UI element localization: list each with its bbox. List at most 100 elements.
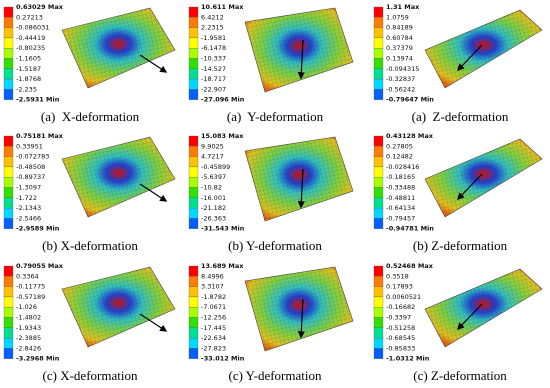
panel: 0.43128 Max 0.27805 0.12482 -0.028416 -0.181… <box>373 132 543 253</box>
legend-label: -18.717 <box>201 75 226 83</box>
legend-swatch <box>373 177 384 188</box>
legend-label: 1.31 Max <box>386 3 420 11</box>
legend-swatch <box>188 166 199 178</box>
legend-swatch <box>3 27 14 39</box>
legend-label: 0.17893 <box>386 283 413 291</box>
legend-label: -10.337 <box>201 55 226 63</box>
legend-label: 0.27805 <box>386 142 413 150</box>
legend-label: -0.16682 <box>386 303 415 311</box>
legend-swatch <box>3 58 14 69</box>
legend-swatch <box>373 48 384 59</box>
legend-swatch <box>188 177 199 188</box>
legend-label: 0.37379 <box>386 44 413 52</box>
legend-swatch <box>188 286 199 298</box>
legend-swatch <box>3 265 14 277</box>
legend-label: -0.85833 <box>386 344 415 352</box>
legend-swatch <box>3 348 14 359</box>
legend-label: -0.89737 <box>16 173 45 181</box>
caption: (a) X-deformation <box>41 109 140 124</box>
legend-swatch <box>373 265 384 277</box>
legend-label: 3.3107 <box>201 283 224 291</box>
legend-swatch <box>373 207 384 219</box>
legend-label: 0.52468 Max <box>386 262 434 270</box>
legend-swatch <box>188 146 199 157</box>
legend-label: -17.445 <box>201 324 226 332</box>
legend-label: -0.51258 <box>386 324 415 332</box>
legend-swatch <box>188 265 199 277</box>
wing-mesh <box>425 10 542 88</box>
legend-label: -27.823 <box>201 344 226 352</box>
direction-arrow <box>297 39 305 80</box>
legend-label: -14.527 <box>201 65 226 73</box>
wing-mesh <box>62 137 175 217</box>
legend-label: 0.75181 Max <box>16 132 64 140</box>
legend-swatch <box>3 135 14 147</box>
legend-swatch <box>373 78 384 90</box>
legend-swatch <box>188 197 199 209</box>
legend-swatch <box>373 187 384 198</box>
legend-swatch <box>373 286 384 298</box>
legend-label: -22.907 <box>201 85 226 93</box>
legend-label: -0.57189 <box>16 293 45 301</box>
legend-swatch <box>373 6 384 18</box>
legend-swatch <box>3 177 14 188</box>
legend-label: -1.9343 <box>16 324 41 332</box>
legend-label: -0.094315 <box>386 65 419 73</box>
caption: (b) Y-deformation <box>228 238 322 253</box>
legend-label: -2.5466 <box>16 214 41 222</box>
legend-swatch <box>188 48 199 59</box>
wing-mesh <box>245 137 353 221</box>
legend-swatch <box>3 6 14 18</box>
legend-swatch <box>3 37 14 49</box>
legend-label: 0.84189 <box>386 24 413 32</box>
legend-label: 9.9025 <box>201 142 224 150</box>
legend-swatch <box>3 207 14 219</box>
caption: (a) Y-deformation <box>227 109 324 124</box>
legend-label: 6.4212 <box>201 13 224 21</box>
legend-swatch <box>188 17 199 28</box>
legend-swatch <box>373 135 384 147</box>
wing-mesh <box>425 139 542 217</box>
legend-label: -22.634 <box>201 334 226 342</box>
legend-label: 0.3518 <box>386 272 409 280</box>
legend-swatch <box>373 156 384 168</box>
legend-swatch <box>188 135 199 147</box>
legend-swatch <box>188 68 199 80</box>
legend-swatch <box>188 207 199 219</box>
legend-label: -1.9581 <box>201 34 226 42</box>
legend-swatch <box>188 27 199 39</box>
legend-label: -16.001 <box>201 194 226 202</box>
legend-swatch <box>3 48 14 59</box>
legend-swatch <box>373 89 384 100</box>
legend-label: -0.80235 <box>16 44 45 52</box>
legend-label: -0.086031 <box>16 24 49 32</box>
legend-label: -0.79647 Min <box>386 96 434 104</box>
legend-label: -2.9589 Min <box>16 225 60 233</box>
legend-swatch <box>3 156 14 168</box>
legend-label: -0.18165 <box>386 173 415 181</box>
legend-label: -1.8782 <box>201 293 226 301</box>
legend-swatch <box>188 276 199 287</box>
legend-label: -2.1343 <box>16 204 41 212</box>
legend-swatch <box>3 17 14 28</box>
caption: (a) Z-deformation <box>412 109 509 124</box>
legend-label: -0.028416 <box>386 163 419 171</box>
legend-label: -0.44419 <box>16 34 45 42</box>
wing-mesh <box>62 8 175 88</box>
panel: 15.083 Max 9.9025 4.7217 -0.45899 -5.6397 -10… <box>188 132 354 253</box>
legend-label: -1.4802 <box>16 314 41 322</box>
legend-swatch <box>3 68 14 80</box>
legend-swatch <box>188 327 199 339</box>
legend-swatch <box>373 17 384 28</box>
legend-swatch <box>3 146 14 157</box>
legend-swatch <box>188 6 199 18</box>
legend-label: -1.1605 <box>16 55 41 63</box>
legend-swatch <box>3 296 14 308</box>
legend-label: 4.7217 <box>201 153 224 161</box>
legend-label: 8.4996 <box>201 272 224 280</box>
legend-label: -6.1478 <box>201 44 226 52</box>
caption: (c) X-deformation <box>43 368 138 383</box>
legend-label: -0.48508 <box>16 163 45 171</box>
legend-swatch <box>3 89 14 100</box>
